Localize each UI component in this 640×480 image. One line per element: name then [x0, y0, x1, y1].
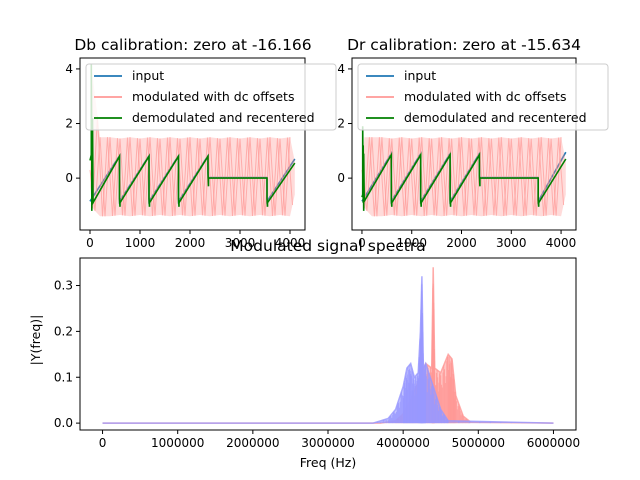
spectra-xtick-label: 1000000 [151, 436, 204, 450]
dr-series-modulated-with-dc-offsets-line-a [361, 137, 562, 217]
dr-legend-label-0: input [404, 68, 436, 83]
db-series-demodulated-and-recentered-line [89, 63, 296, 211]
spectra-xtick-label: 0 [99, 436, 107, 450]
dr-chart-title: Dr calibration: zero at -15.634 [347, 36, 581, 54]
spectra-ytick-label: 0.1 [54, 370, 73, 384]
dr-xtick-label: 4000 [546, 236, 577, 250]
db-legend-label-2: demodulated and recentered [132, 110, 315, 125]
spectra-y-axis-label: |Y(freq)| [28, 315, 43, 366]
db-series-modulated-with-dc-offsets-line-a [89, 137, 291, 217]
db-ytick-label: 0 [65, 171, 73, 185]
db-xtick-label: 4000 [275, 236, 306, 250]
spectra-chart-title: Modulated signal spectra [230, 237, 425, 255]
spectra-xtick-label: 6000000 [527, 436, 580, 450]
dr-xtick-label: 1000 [396, 236, 427, 250]
dr-ytick-label: 4 [337, 62, 345, 76]
db-series-layer [89, 63, 296, 217]
db-legend-box [85, 63, 337, 131]
db-series-modulated-with-dc-offsets-line-b [92, 116, 293, 217]
spectra-x-axis-label: Freq (Hz) [300, 455, 356, 470]
dr-series-layer [361, 126, 567, 217]
dr-ytick-label: 0 [337, 171, 345, 185]
spectra-ytick-label: 0.0 [54, 416, 73, 430]
dr-series-demodulated-and-recentered-line [361, 126, 567, 211]
dr-xtick-label: 3000 [496, 236, 527, 250]
spectra-ytick-label: 0.3 [54, 279, 73, 293]
db-xtick-label: 0 [86, 236, 94, 250]
dr-ytick-label: 2 [337, 117, 345, 131]
db-calibration-chart: Db calibration: zero at -16.166 0 1000 200… [65, 36, 337, 250]
dr-series-modulated-with-dc-offsets-line-b [363, 137, 565, 217]
dr-legend-label-1: modulated with dc offsets [404, 89, 566, 104]
db-legend: input modulated with dc offsets demodulate… [85, 63, 337, 131]
spectra-plot-area: 0 1000000 2000000 3000000 4000000 5000000 6000… [54, 257, 580, 450]
db-series-modulated-with-dc-offsets-band [90, 74, 295, 217]
spectra-xtick-label: 5000000 [452, 436, 505, 450]
dr-legend-label-2: demodulated and recentered [404, 110, 587, 125]
dr-calibration-chart: Dr calibration: zero at -15.634 0 1000 200… [337, 36, 609, 250]
db-legend-label-0: input [132, 68, 164, 83]
spectra-xtick-label: 4000000 [376, 436, 429, 450]
spectra-series-layer [102, 267, 554, 424]
db-chart-title: Db calibration: zero at -16.166 [74, 36, 311, 54]
db-plot-area: 0 1000 2000 3000 4000 0 2 4 input modulated with … [65, 57, 337, 250]
dr-xtick-label: 2000 [446, 236, 477, 250]
db-xtick-label: 1000 [125, 236, 156, 250]
spectra-ytick-label: 0.2 [54, 324, 73, 338]
db-legend-label-1: modulated with dc offsets [132, 89, 294, 104]
dr-legend-box [357, 63, 609, 131]
dr-xtick-label: 0 [358, 236, 366, 250]
db-ytick-label: 2 [65, 117, 73, 131]
db-xtick-label: 3000 [225, 236, 256, 250]
dr-plot-area: 0 1000 2000 3000 4000 0 2 4 input modulated with … [337, 57, 609, 250]
db-xtick-label: 2000 [175, 236, 206, 250]
dr-axes-frame [351, 57, 577, 231]
spectra-xtick-label: 2000000 [226, 436, 279, 450]
spectra-chart: Modulated signal spectra Freq (Hz) |Y(fr… [28, 237, 580, 470]
spectra-xtick-label: 3000000 [301, 436, 354, 450]
dr-series-modulated-with-dc-offsets-band [362, 137, 566, 217]
dr-legend: input modulated with dc offsets demodulate… [357, 63, 609, 131]
db-axes-frame [79, 57, 306, 231]
db-ytick-label: 4 [65, 62, 73, 76]
